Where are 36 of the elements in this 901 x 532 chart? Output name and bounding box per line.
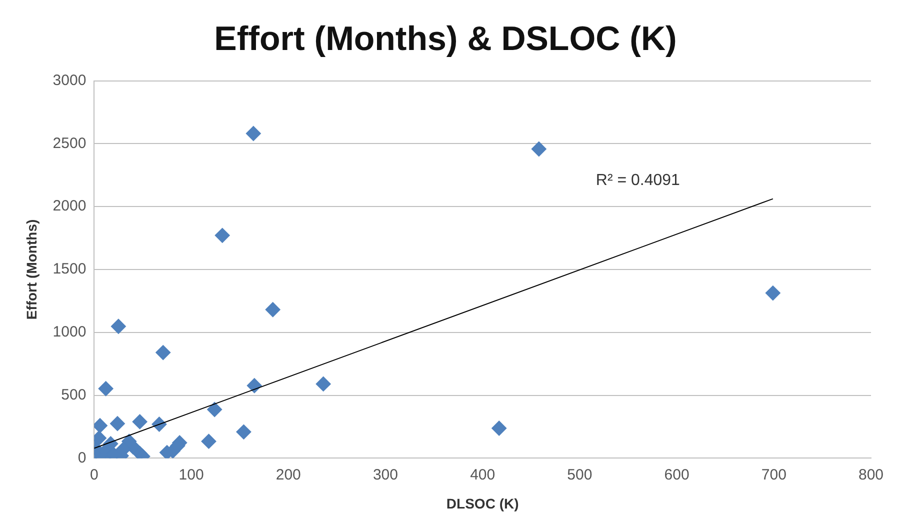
point (110, 318, 126, 334)
x-tick-label: 300 (372, 466, 398, 484)
chart-title: Effort (Months) & DSLOC (K) (214, 20, 677, 58)
x-tick-label: 600 (664, 466, 690, 484)
y-tick-label: 3000 (52, 72, 86, 89)
x-tick-label: 800 (858, 466, 884, 484)
point (531, 141, 546, 156)
y-tick-label: 2500 (52, 134, 86, 152)
point (246, 378, 262, 394)
point (132, 414, 148, 430)
point (765, 286, 780, 301)
point (201, 434, 216, 449)
y-tick-label: 1500 (52, 260, 86, 278)
x-tick-label: 200 (276, 466, 301, 484)
x-tick-label: 0 (90, 466, 98, 484)
annotation: R² = 0.4091 (596, 172, 680, 190)
point (236, 424, 252, 440)
point (207, 402, 222, 418)
y-axis-title: Effort (Months) (23, 219, 40, 320)
point (98, 381, 114, 396)
x-tick-label: 700 (761, 466, 786, 484)
point (246, 126, 261, 142)
x-tick-label: 500 (567, 466, 592, 484)
point (156, 345, 171, 360)
point (265, 302, 280, 318)
y-tick-label: 500 (61, 386, 86, 404)
point (316, 376, 331, 392)
point (492, 420, 507, 436)
x-tick-label: 400 (470, 466, 496, 484)
y-tick-label: 0 (78, 449, 86, 466)
point (214, 228, 230, 243)
x-tick-label: 100 (178, 466, 204, 484)
y-tick-label: 1000 (52, 324, 86, 341)
point (110, 416, 125, 432)
y-tick-label: 2000 (52, 198, 86, 215)
x-axis-title: DLSOC (K) (446, 495, 519, 512)
